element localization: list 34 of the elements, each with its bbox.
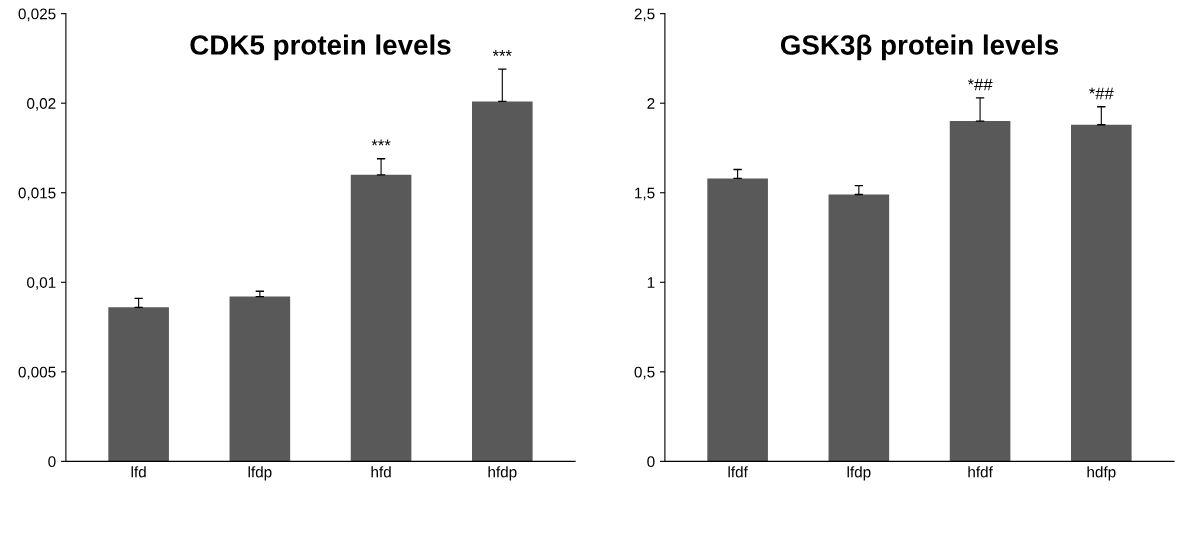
x-tick-label: hfdp xyxy=(488,466,517,481)
y-tick-label: 0 xyxy=(647,456,655,468)
bar xyxy=(350,174,412,462)
x-tick-label: lfdp xyxy=(248,466,272,481)
x-tick-label: lfdf xyxy=(728,466,748,478)
y-tick-label: 1 xyxy=(647,277,655,288)
x-tick-label: hfd xyxy=(371,466,391,478)
annotation: *## xyxy=(967,78,993,91)
bar xyxy=(229,296,291,462)
y-tick-label: 0 xyxy=(48,456,56,468)
bar xyxy=(1071,124,1132,462)
bar xyxy=(949,121,1011,462)
bar xyxy=(828,194,890,462)
text: GSK3β protein levels xyxy=(780,34,1059,61)
bar xyxy=(108,307,169,462)
y-tick-label: 0,5 xyxy=(634,366,655,380)
text: CDK5 protein levels xyxy=(190,34,451,61)
annotation: *## xyxy=(1089,87,1114,100)
y-tick-label: 0,02 xyxy=(27,98,56,111)
y-tick-label: 1,5 xyxy=(635,187,655,201)
y-tick-label: 2 xyxy=(647,98,655,109)
bar xyxy=(707,178,768,462)
y-tick-label: 0,025 xyxy=(18,8,56,22)
y-tick-label: 2,5 xyxy=(634,8,655,22)
y-tick-label: 0,01 xyxy=(27,277,56,290)
x-tick-label: hdfp xyxy=(1087,466,1116,481)
bar xyxy=(472,101,533,462)
y-tick-label: 0,005 xyxy=(18,366,56,380)
x-tick-label: hfdf xyxy=(968,466,993,478)
x-tick-label: lfdp xyxy=(847,466,871,481)
x-tick-label: lfd xyxy=(131,466,146,478)
annotation: *** xyxy=(492,50,512,56)
y-tick-label: 0,015 xyxy=(18,187,56,201)
annotation: *** xyxy=(371,139,391,146)
